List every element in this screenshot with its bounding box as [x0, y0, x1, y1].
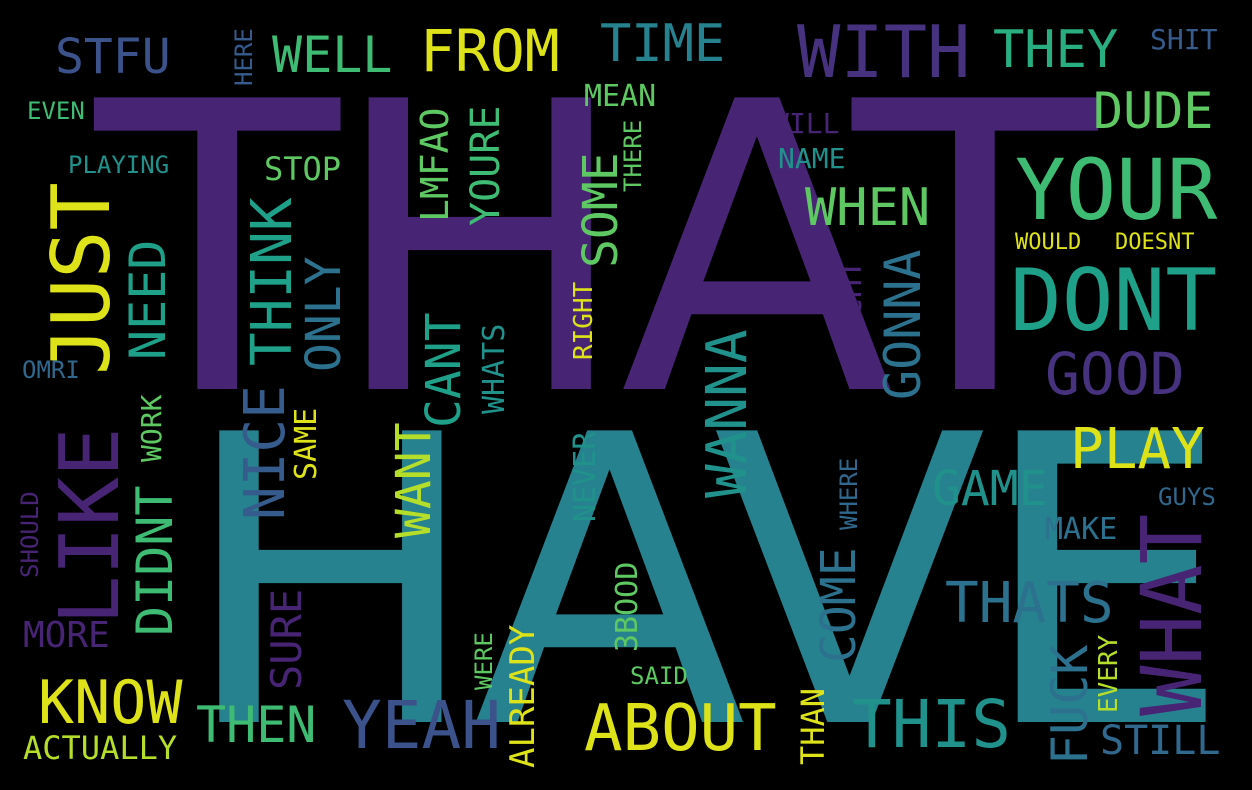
word-want: WANT: [386, 422, 442, 538]
word-would: WOULD: [1015, 230, 1082, 255]
word-shit: SHIT: [1150, 23, 1218, 56]
word-more: MORE: [23, 615, 110, 656]
word-work: WORK: [135, 394, 168, 462]
word-game: GAME: [932, 461, 1048, 517]
word-said: SAID: [630, 662, 688, 690]
word-there: THERE: [619, 119, 647, 192]
word-doesnt: DOESNT: [1115, 230, 1195, 255]
word-dont: DONT: [1010, 251, 1218, 351]
word-what: WHAT: [1123, 513, 1221, 716]
word-this: THIS: [852, 686, 1011, 763]
word-know: KNOW: [38, 668, 183, 738]
word-from: FROM: [420, 17, 560, 85]
word-nicht: NICHT: [831, 259, 869, 356]
word-sure: SURE: [262, 588, 311, 690]
word-than: THAN: [794, 687, 832, 765]
word-your: YOUR: [1015, 141, 1218, 239]
word-think: THINK: [240, 197, 305, 366]
word-some: SOME: [573, 152, 629, 268]
word-lmfao: LMFAO: [413, 107, 457, 222]
word-about: ABOUT: [584, 692, 777, 766]
word-same: SAME: [289, 407, 324, 480]
word-thats: THATS: [945, 571, 1114, 636]
word-with: WITH: [797, 10, 971, 94]
word-stop: STOP: [264, 150, 342, 188]
word-then: THEN: [196, 696, 317, 754]
word-dude: DUDE: [1093, 82, 1214, 140]
word-even: EVEN: [27, 97, 85, 125]
word-mean: MEAN: [584, 79, 657, 114]
word-nice: NICE: [233, 385, 298, 520]
word-fuck: FUCK: [1041, 644, 1099, 765]
word-never: NEVER: [568, 431, 603, 522]
word-well: WELL: [272, 26, 393, 84]
word-they: THEY: [993, 20, 1119, 80]
word-like: LIKE: [43, 427, 138, 625]
word-cant: CANT: [416, 312, 472, 428]
word-here: HERE: [230, 28, 258, 86]
word-make: MAKE: [1045, 512, 1118, 547]
word-every: EVERY: [1094, 634, 1124, 713]
word-just: JUST: [35, 182, 128, 375]
word-time: TIME: [600, 14, 726, 74]
word-where: WHERE: [835, 457, 863, 530]
word-gonna: GONNA: [874, 249, 932, 400]
word-when: WHEN: [805, 178, 931, 238]
word-will: WILL: [772, 107, 840, 140]
word-play: PLAY: [1070, 417, 1205, 482]
word-good: GOOD: [1045, 340, 1185, 408]
word-come: COME: [811, 547, 867, 663]
word-yeah: YEAH: [342, 687, 501, 764]
word-omri: OMRI: [22, 356, 80, 384]
word-whats: WHATS: [477, 323, 512, 414]
word-were: WERE: [470, 632, 498, 690]
word-already: ALREADY: [503, 624, 543, 768]
word-playing: PLAYING: [68, 151, 170, 179]
word-actually: ACTUALLY: [23, 729, 178, 767]
word-should: SHOULD: [16, 491, 44, 578]
word-stfu: STFU: [55, 29, 171, 85]
word-still: STILL: [1100, 718, 1221, 764]
word-have: HAVE: [180, 352, 1231, 790]
word-youre: YOURE: [463, 105, 509, 226]
word-name: NAME: [778, 142, 846, 175]
word-right: RIGHT: [569, 281, 599, 360]
word-didnt: DIDNT: [126, 485, 184, 636]
word-guys: GUYS: [1158, 483, 1216, 511]
word-wanna: WANNA: [695, 329, 760, 498]
word-need: NEED: [119, 239, 177, 360]
word-3bood: 3BOOD: [610, 561, 645, 652]
word-only: ONLY: [296, 256, 352, 372]
word-that: THAT: [95, 19, 1097, 484]
